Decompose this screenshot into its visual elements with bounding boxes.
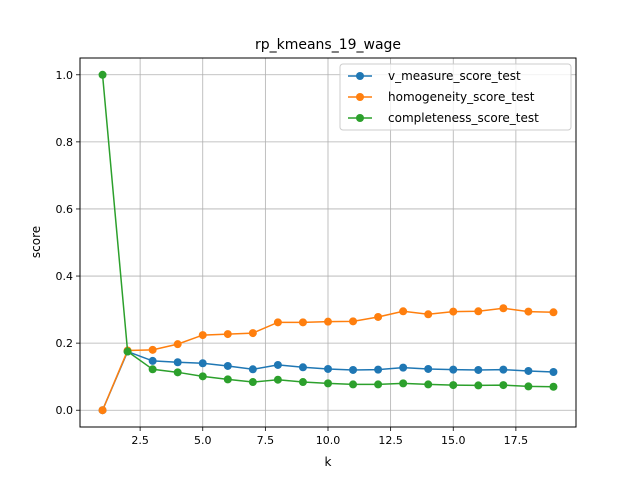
data-point [173, 340, 182, 349]
chart-title: rp_kmeans_19_wage [255, 37, 401, 53]
data-point [198, 372, 207, 381]
data-point [349, 380, 358, 389]
y-tick-label: 0.4 [56, 270, 74, 283]
data-point [273, 375, 282, 384]
data-point [474, 365, 483, 374]
data-point [549, 367, 558, 376]
legend: v_measure_score_test homogeneity_score_te… [339, 63, 572, 131]
data-point [324, 364, 332, 373]
legend-marker [356, 114, 364, 122]
data-point [198, 359, 207, 368]
series-completeness_score_test [98, 70, 558, 391]
data-point [374, 380, 383, 389]
data-point [449, 307, 458, 316]
data-point [549, 382, 558, 391]
x-tick-label: 10.0 [316, 434, 341, 447]
data-point [474, 307, 483, 316]
data-point [123, 347, 132, 356]
y-tick-label: 0.0 [56, 404, 74, 417]
x-axis-label: k [325, 455, 332, 469]
series-homogeneity_score_test [98, 304, 558, 415]
data-point [324, 379, 332, 388]
y-tick-label: 0.8 [56, 136, 74, 149]
data-point [148, 356, 157, 365]
legend-box [339, 63, 572, 131]
legend-label: homogeneity_score_test [388, 90, 535, 104]
data-point [324, 317, 332, 326]
y-axis-ticks: 0.0 0.2 0.4 0.6 0.8 1.0 [56, 69, 80, 417]
x-tick-label: 2.5 [131, 434, 149, 447]
data-point [424, 364, 433, 373]
data-point [424, 310, 433, 319]
data-point [399, 307, 408, 316]
data-point [424, 380, 433, 389]
data-point [223, 375, 232, 384]
data-point [449, 381, 458, 390]
data-point [399, 379, 408, 388]
series-v_measure_score_test [98, 347, 558, 415]
data-point [223, 361, 232, 370]
data-point [349, 317, 358, 326]
data-point [399, 363, 408, 372]
data-point [173, 358, 182, 367]
data-point [524, 307, 533, 316]
data-point [173, 368, 182, 377]
data-point [223, 330, 232, 339]
legend-label: completeness_score_test [388, 111, 539, 125]
data-point [248, 329, 257, 338]
data-point [499, 365, 508, 374]
y-tick-label: 1.0 [56, 69, 74, 82]
data-point [273, 318, 282, 327]
legend-marker [356, 72, 364, 80]
data-point [98, 70, 107, 79]
x-tick-label: 5.0 [194, 434, 212, 447]
data-point [474, 381, 483, 390]
data-point [349, 365, 358, 374]
x-tick-label: 7.5 [257, 434, 275, 447]
data-point [148, 345, 157, 354]
legend-marker [356, 93, 364, 101]
legend-item: v_measure_score_test [348, 69, 521, 83]
data-point [374, 365, 383, 374]
x-tick-label: 17.5 [504, 434, 529, 447]
y-tick-label: 0.6 [56, 203, 74, 216]
data-point [248, 365, 257, 374]
data-point [549, 308, 558, 317]
x-axis-ticks: 2.5 5.0 7.5 10.0 12.5 15.0 17.5 [131, 427, 528, 447]
data-point [298, 378, 307, 387]
data-point [248, 378, 257, 387]
data-point [298, 363, 307, 372]
data-point [374, 312, 383, 321]
data-point [273, 360, 282, 369]
data-point [449, 365, 458, 374]
data-point [499, 381, 508, 390]
legend-label: v_measure_score_test [388, 69, 521, 83]
data-point [499, 304, 508, 313]
data-point [524, 366, 533, 375]
x-tick-label: 15.0 [441, 434, 466, 447]
series-layer [98, 70, 558, 415]
x-tick-label: 12.5 [378, 434, 403, 447]
data-point [298, 318, 307, 327]
data-point [198, 331, 207, 340]
y-tick-label: 0.2 [56, 337, 74, 350]
legend-item: homogeneity_score_test [348, 90, 535, 104]
data-point [524, 382, 533, 391]
data-point [148, 365, 157, 374]
legend-item: completeness_score_test [348, 111, 539, 125]
data-point [98, 406, 107, 415]
y-axis-label: score [29, 226, 43, 258]
